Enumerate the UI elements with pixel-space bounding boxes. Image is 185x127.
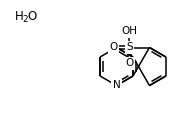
Text: 2: 2 (23, 15, 28, 24)
Text: O: O (109, 43, 118, 52)
Text: N: N (113, 81, 120, 91)
Text: O: O (125, 59, 134, 68)
Text: O: O (27, 11, 36, 23)
Text: S: S (126, 43, 133, 52)
Text: OH: OH (122, 27, 137, 36)
Text: H: H (15, 11, 24, 23)
